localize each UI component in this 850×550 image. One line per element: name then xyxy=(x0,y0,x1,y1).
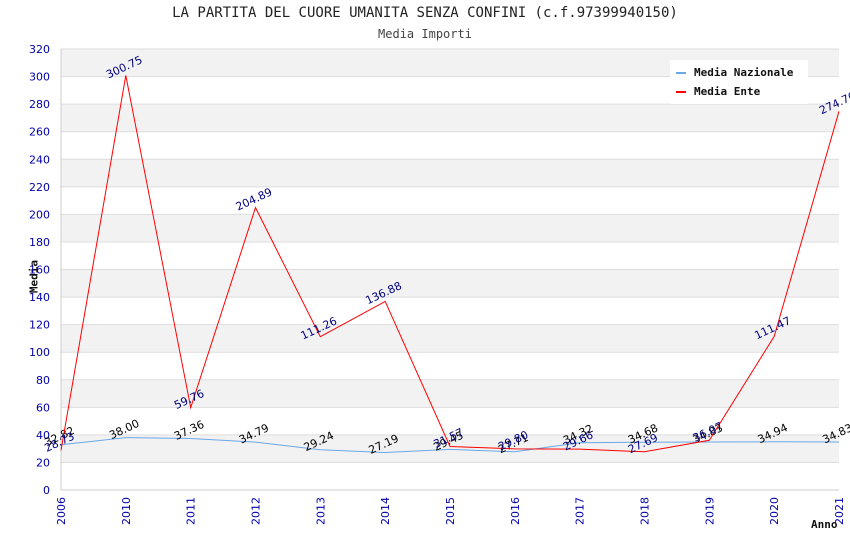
grid-band xyxy=(61,379,839,408)
chart-title: LA PARTITA DEL CUORE UMANITA SENZA CONFI… xyxy=(172,5,678,21)
y-tick-label: 180 xyxy=(29,236,50,249)
y-tick-label: 280 xyxy=(29,98,50,111)
x-tick-label: 2013 xyxy=(314,497,327,525)
y-tick-label: 300 xyxy=(29,71,50,84)
y-tick-label: 60 xyxy=(36,401,50,414)
x-tick-label: 2021 xyxy=(833,497,846,525)
x-tick-label: 2017 xyxy=(574,497,587,525)
x-tick-label: 2011 xyxy=(185,497,198,525)
legend-label-media-ente: Media Ente xyxy=(694,85,761,98)
y-tick-label: 260 xyxy=(29,126,50,139)
x-tick-label: 2014 xyxy=(379,497,392,525)
x-tick-label: 2015 xyxy=(444,497,457,525)
data-label: 204.89 xyxy=(234,185,274,213)
chart-legend: Media Nazionale Media Ente xyxy=(670,60,808,104)
legend-label-media-nazionale: Media Nazionale xyxy=(694,66,794,79)
y-tick-label: 200 xyxy=(29,208,50,221)
x-tick-label: 2020 xyxy=(768,497,781,525)
y-tick-label: 220 xyxy=(29,181,50,194)
y-tick-label: 80 xyxy=(36,374,50,387)
chart-subtitle: Media Importi xyxy=(378,27,472,41)
legend-swatch-media-nazionale xyxy=(676,72,686,74)
x-tick-label: 2016 xyxy=(509,497,522,525)
grid-band xyxy=(61,214,839,242)
y-tick-label: 0 xyxy=(43,484,50,497)
y-tick-label: 20 xyxy=(36,456,50,469)
grid-band xyxy=(61,104,839,132)
x-tick-label: 2018 xyxy=(639,497,652,525)
grid-band xyxy=(61,269,839,298)
x-tick-label: 2019 xyxy=(703,497,716,525)
y-tick-label: 100 xyxy=(29,346,50,359)
grid-band xyxy=(61,159,839,187)
grid-band xyxy=(61,324,839,353)
y-tick-label: 240 xyxy=(29,153,50,166)
series-line-media-nazionale xyxy=(60,437,840,454)
y-tick-label: 320 xyxy=(29,43,50,56)
x-axis-label: Anno xyxy=(811,518,838,531)
series-line-media-ente xyxy=(60,75,840,453)
y-tick-label: 140 xyxy=(29,291,50,304)
x-tick-label: 2012 xyxy=(250,497,263,525)
x-tick-label: 2010 xyxy=(120,497,133,525)
y-tick-label: 120 xyxy=(29,319,50,332)
y-tick-label: 160 xyxy=(29,264,50,277)
x-tick-label: 2006 xyxy=(55,497,68,525)
y-tick-label: 40 xyxy=(36,429,50,442)
legend-swatch-media-ente xyxy=(676,91,686,93)
